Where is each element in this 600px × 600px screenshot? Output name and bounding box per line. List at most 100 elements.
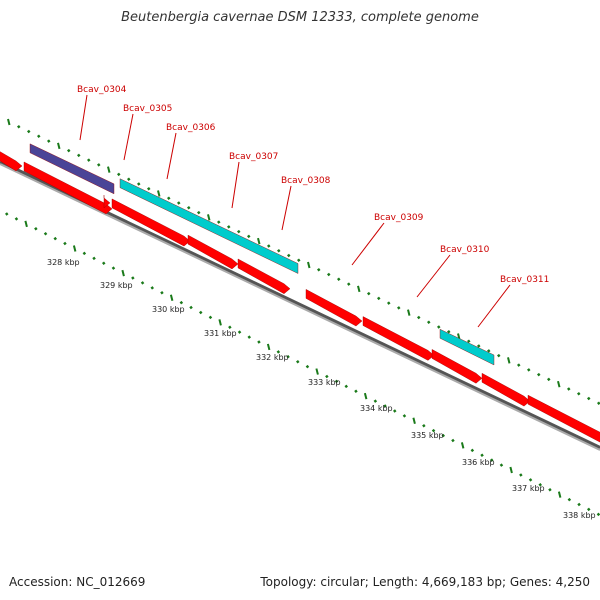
outer-major-tick	[57, 142, 61, 150]
outer-minor-tick	[517, 363, 521, 367]
outer-tick-track	[7, 118, 600, 406]
inner-minor-tick	[53, 236, 57, 241]
gene-arrow-violet	[29, 143, 115, 195]
inner-major-tick	[509, 466, 513, 474]
kbp-label: 328 kbp	[47, 258, 80, 267]
outer-minor-tick	[97, 163, 101, 167]
kbp-label: 337 kbp	[512, 484, 545, 493]
map-title: Beutenbergia cavernae DSM 12333, complet…	[121, 10, 479, 25]
accession-text: Accession: NC_012669	[9, 575, 146, 589]
outer-major-tick	[157, 190, 161, 197]
inner-minor-tick	[519, 473, 523, 477]
outer-minor-tick	[337, 277, 341, 282]
inner-minor-tick	[499, 463, 504, 467]
inner-minor-tick	[150, 286, 154, 290]
gene-label-bcav_0311[interactable]: Bcav_0311	[500, 275, 549, 285]
outer-major-tick	[507, 357, 511, 364]
gene-label-bcav_0307[interactable]: Bcav_0307	[229, 152, 278, 162]
outer-minor-tick	[286, 253, 291, 258]
inner-minor-tick	[325, 374, 329, 379]
inner-major-tick	[266, 343, 271, 351]
gene-arrow	[0, 151, 23, 172]
inner-minor-tick	[228, 325, 232, 329]
inner-major-tick	[24, 220, 28, 228]
kbp-label: 333 kbp	[308, 378, 341, 387]
outer-minor-tick	[297, 258, 301, 262]
inner-minor-tick	[5, 212, 9, 216]
inner-major-tick	[412, 417, 416, 425]
gene-label-bcav_0308[interactable]: Bcav_0308	[281, 176, 331, 186]
outer-major-tick	[107, 166, 111, 173]
inner-minor-tick	[528, 478, 533, 482]
outer-minor-tick	[117, 172, 121, 177]
outer-minor-tick	[547, 377, 551, 382]
inner-minor-tick	[111, 266, 116, 270]
inner-minor-tick	[587, 507, 591, 512]
kbp-labels: 328 kbp 329 kbp 330 kbp 331 kbp 332 kbp 333 k…	[47, 258, 596, 520]
genome-summary-text: Topology: circular; Length: 4,669,183 bp…	[260, 575, 590, 589]
inner-minor-tick	[257, 340, 261, 344]
label-leader-line	[416, 254, 451, 298]
backbone-line-light	[0, 163, 600, 451]
outer-minor-tick	[527, 368, 531, 372]
outer-minor-tick	[267, 244, 271, 248]
inner-minor-tick	[179, 300, 184, 305]
gene-label-bcav_0305[interactable]: Bcav_0305	[123, 104, 172, 114]
outer-minor-tick	[567, 387, 571, 391]
outer-minor-tick	[227, 225, 231, 229]
gene-label-bcav_0309[interactable]: Bcav_0309	[374, 213, 424, 223]
inner-major-tick	[557, 491, 562, 498]
kbp-label: 335 kbp	[411, 431, 444, 440]
outer-minor-tick	[487, 349, 491, 353]
outer-minor-tick	[327, 272, 331, 277]
gene-arrow	[111, 198, 191, 247]
outer-major-tick	[307, 261, 311, 269]
inner-minor-tick	[160, 291, 164, 295]
inner-minor-tick	[140, 281, 145, 285]
gene-arrow-cyan	[119, 178, 299, 274]
label-leader-line	[79, 94, 88, 141]
gene-arrow	[431, 349, 483, 384]
outer-major-tick	[357, 285, 361, 293]
inner-minor-tick	[490, 458, 494, 462]
outer-minor-tick	[277, 248, 281, 253]
inner-minor-tick	[548, 487, 552, 492]
outer-minor-tick	[347, 282, 351, 286]
gene-labels: Bcav_0304 Bcav_0305 Bcav_0306 Bcav_0307 Bcav…	[77, 85, 549, 328]
label-leader-line	[281, 185, 292, 231]
label-leader-line	[477, 284, 511, 328]
outer-minor-tick	[387, 301, 391, 305]
outer-major-tick	[207, 214, 211, 221]
outer-minor-tick	[197, 210, 201, 215]
inner-minor-tick	[34, 227, 38, 231]
inner-minor-tick	[441, 433, 445, 438]
inner-minor-tick	[538, 483, 542, 487]
outer-minor-tick	[47, 139, 51, 143]
outer-minor-tick	[317, 268, 321, 272]
gene-label-bcav_0310[interactable]: Bcav_0310	[440, 245, 490, 255]
gene-arrow-cyan	[439, 328, 495, 366]
kbp-label: 336 kbp	[462, 458, 495, 467]
inner-minor-tick	[451, 438, 455, 443]
inner-minor-tick	[276, 350, 281, 354]
outer-major-tick	[407, 309, 411, 316]
outer-minor-tick	[177, 201, 181, 205]
label-leader-line	[123, 113, 134, 161]
gene-arrow	[237, 258, 291, 294]
inner-major-tick	[363, 392, 368, 400]
inner-minor-tick	[199, 310, 203, 315]
inner-major-tick	[460, 442, 465, 449]
outer-minor-tick	[27, 129, 31, 134]
outer-minor-tick	[467, 339, 471, 344]
outer-minor-tick	[427, 320, 431, 324]
kbp-label: 330 kbp	[152, 305, 185, 314]
outer-minor-tick	[587, 396, 591, 401]
outer-minor-tick	[87, 158, 91, 162]
inner-minor-tick	[237, 330, 242, 334]
outer-minor-tick	[137, 182, 141, 186]
outer-minor-tick	[67, 148, 71, 153]
outer-minor-tick	[437, 325, 441, 329]
gene-label-bcav_0306[interactable]: Bcav_0306	[166, 123, 216, 133]
inner-minor-tick	[334, 379, 339, 384]
gene-label-bcav_0304[interactable]: Bcav_0304	[77, 85, 127, 95]
